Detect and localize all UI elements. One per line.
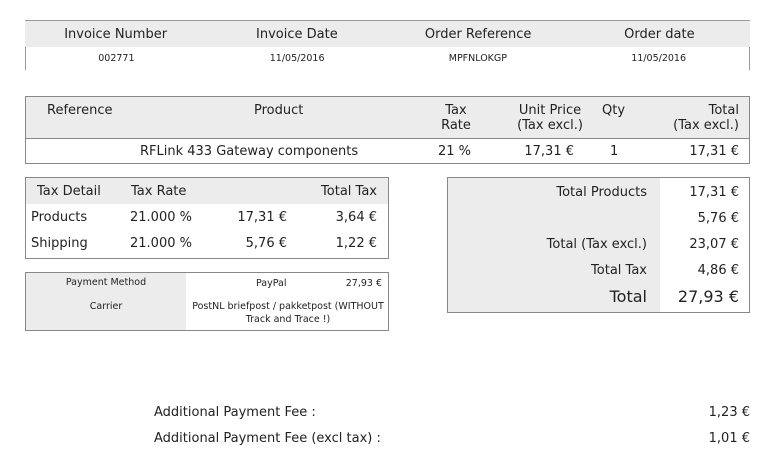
payment-method-label: Payment Method <box>26 273 186 292</box>
tax-row-label: Shipping <box>31 236 88 251</box>
product-tax-rate: 21 % <box>438 144 472 159</box>
total-tax-label: Total Tax <box>591 263 647 278</box>
col-total-line1: Total <box>708 103 739 118</box>
col-tax-rate: Tax Rate <box>131 184 187 199</box>
col-product: Product <box>254 103 304 118</box>
carrier-label: Carrier <box>26 292 186 330</box>
total-products-value: 17,31 € <box>689 185 739 200</box>
invoice-header-table: Invoice Number Invoice Date Order Refere… <box>25 20 750 70</box>
col-qty: Qty <box>602 103 626 118</box>
carrier-value-line1: PostNL briefpost / pakketpost (WITHOUT <box>192 301 384 312</box>
total-tax-excl-label: Total (Tax excl.) <box>546 237 647 252</box>
tax-row-rate: 21.000 % <box>130 236 192 251</box>
product-total: 17,31 € <box>689 144 739 159</box>
product-qty: 1 <box>610 144 619 159</box>
col-total-line2: (Tax excl.) <box>673 118 739 133</box>
tax-row-products: Products 21.000 % 17,31 € 3,64 € <box>26 204 388 230</box>
order-reference-value: MPFNLOKGP <box>448 53 507 64</box>
payment-carrier-box: Payment Method Carrier PayPal 27,93 € Po… <box>25 272 389 331</box>
col-tax-line2: Rate <box>441 118 471 133</box>
additional-fee-value: 1,23 € <box>708 405 750 420</box>
tax-detail-table: Tax Detail Tax Rate Total Tax Products 2… <box>25 177 389 259</box>
tax-row-rate: 21.000 % <box>130 210 192 225</box>
col-tax-line1: Tax <box>445 103 467 118</box>
col-total-tax: Total Tax <box>321 184 377 199</box>
total-products-label: Total Products <box>556 185 647 200</box>
col-unit-price-line1: Unit Price <box>518 103 582 118</box>
invoice-date-value: 11/05/2016 <box>269 53 325 64</box>
additional-fee-label: Additional Payment Fee : <box>154 405 316 420</box>
tax-row-label: Products <box>31 210 88 225</box>
tax-detail-header: Tax Detail Tax Rate Total Tax <box>26 178 388 204</box>
order-date-value: 11/05/2016 <box>631 53 686 64</box>
shipping-value: 5,76 € <box>697 211 739 226</box>
col-reference: Reference <box>47 103 113 118</box>
invoice-header-values: 002771 11/05/2016 MPFNLOKGP 11/05/2016 <box>25 47 750 70</box>
product-name: RFLink 433 Gateway components <box>140 144 359 159</box>
carrier-value-line2: Track and Trace !) <box>245 314 331 325</box>
tax-row-base: 17,31 € <box>237 210 287 225</box>
grand-total-label: Total <box>609 287 647 306</box>
payment-method-value: PayPal <box>256 278 287 289</box>
product-table: Reference Product Tax Rate Unit Price (T… <box>25 96 750 164</box>
product-unit-price: 17,31 € <box>524 144 574 159</box>
order-reference-label: Order Reference <box>424 26 532 42</box>
invoice-number-value: 002771 <box>98 53 135 64</box>
grand-total-value: 27,93 € <box>677 287 739 306</box>
product-table-header: Reference Product Tax Rate Unit Price (T… <box>26 97 749 139</box>
additional-fee-excl-value: 1,01 € <box>708 431 750 446</box>
col-unit-price-line2: (Tax excl.) <box>517 118 583 133</box>
tax-row-amount: 3,64 € <box>335 210 377 225</box>
product-row: RFLink 433 Gateway components 21 % 17,31… <box>26 139 749 164</box>
tax-row-base: 5,76 € <box>245 236 287 251</box>
payment-method-amount: 27,93 € <box>345 278 382 289</box>
invoice-header-labels: Invoice Number Invoice Date Order Refere… <box>25 20 750 47</box>
tax-row-shipping: Shipping 21.000 % 5,76 € 1,22 € <box>26 230 388 256</box>
invoice-date-label: Invoice Date <box>256 26 338 42</box>
col-tax-detail: Tax Detail <box>37 184 101 199</box>
total-tax-value: 4,86 € <box>697 263 739 278</box>
additional-fee-excl-label: Additional Payment Fee (excl tax) : <box>154 431 381 446</box>
total-tax-excl-value: 23,07 € <box>689 237 739 252</box>
order-date-label: Order date <box>624 26 695 42</box>
totals-box: Total Products 17,31 € 5,76 € Total (Tax… <box>447 177 750 313</box>
totals-label-column <box>448 178 660 312</box>
invoice-number-label: Invoice Number <box>64 26 168 42</box>
tax-row-amount: 1,22 € <box>335 236 377 251</box>
